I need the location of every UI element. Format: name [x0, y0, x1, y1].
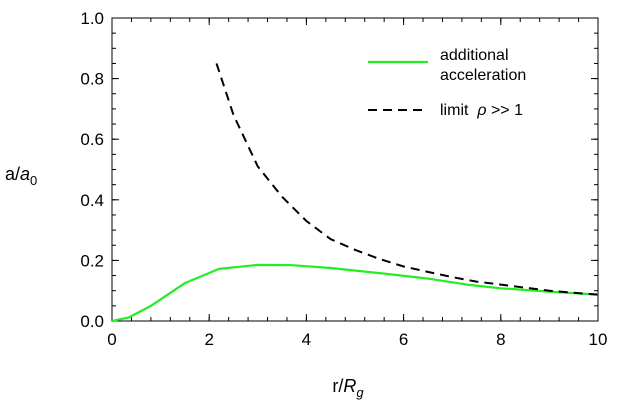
- x-tick-label-4: 8: [496, 330, 505, 349]
- x-tick-label-2: 4: [302, 330, 311, 349]
- series-line-1: [215, 63, 599, 296]
- x-tick-label-1: 2: [204, 330, 213, 349]
- x-axis-label-main: r/: [332, 376, 343, 396]
- y-tick-label-0: 0.0: [80, 312, 104, 331]
- y-axis: 0.0 0.2 0.4 0.6 0.8 1.0: [80, 9, 598, 331]
- y-axis-label-subscript: 0: [30, 173, 37, 188]
- y-tick-label-3: 0.6: [80, 130, 104, 149]
- y-tick-label-4: 0.8: [80, 70, 104, 89]
- legend-limit-suffix: >> 1: [487, 102, 524, 119]
- y-tick-label-2: 0.4: [80, 191, 104, 210]
- x-axis-label: r/Rg: [332, 376, 364, 400]
- legend-label-additional-line2: acceleration: [440, 67, 526, 84]
- y-axis-label-symbol: a: [20, 164, 30, 184]
- plot-frame: [111, 17, 599, 322]
- legend-limit-rho: ρ: [476, 102, 486, 119]
- series-line-0: [111, 263, 599, 323]
- legend-label-additional-line1: additional: [440, 47, 509, 64]
- x-axis: 0 2 4 6 8 10: [107, 18, 607, 349]
- y-axis-label-main: a/: [5, 164, 20, 184]
- y-tick-label-1: 0.2: [80, 251, 104, 270]
- x-tick-label-5: 10: [589, 330, 608, 349]
- y-axis-label: a/a0: [5, 164, 37, 188]
- y-tick-label-5: 1.0: [80, 9, 104, 28]
- x-axis-label-subscript: g: [356, 385, 364, 400]
- x-tick-label-3: 6: [399, 330, 408, 349]
- legend: additional acceleration limit ρ >> 1: [368, 47, 526, 119]
- legend-limit-prefix: limit: [440, 102, 477, 119]
- x-axis-label-symbol: R: [343, 376, 356, 396]
- x-tick-label-0: 0: [107, 330, 116, 349]
- series-layer: [111, 63, 599, 323]
- legend-label-limit: limit ρ >> 1: [440, 102, 523, 119]
